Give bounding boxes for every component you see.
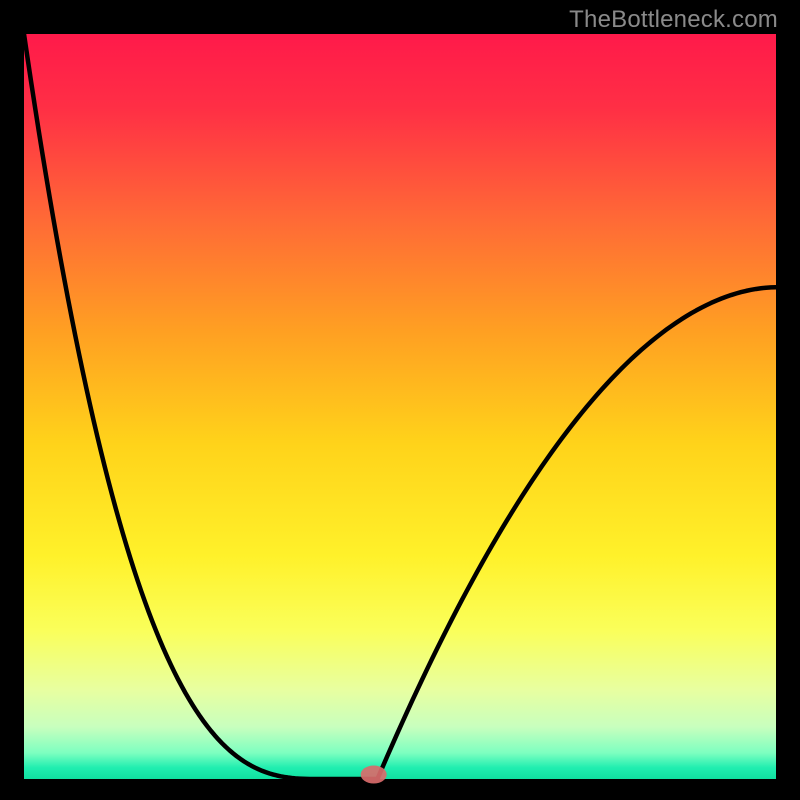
optimum-marker [361, 766, 387, 784]
watermark-text: TheBottleneck.com [569, 6, 778, 34]
plot-background [24, 34, 776, 779]
chart-container: TheBottleneck.com [0, 0, 800, 800]
bottleneck-plot [0, 0, 800, 800]
